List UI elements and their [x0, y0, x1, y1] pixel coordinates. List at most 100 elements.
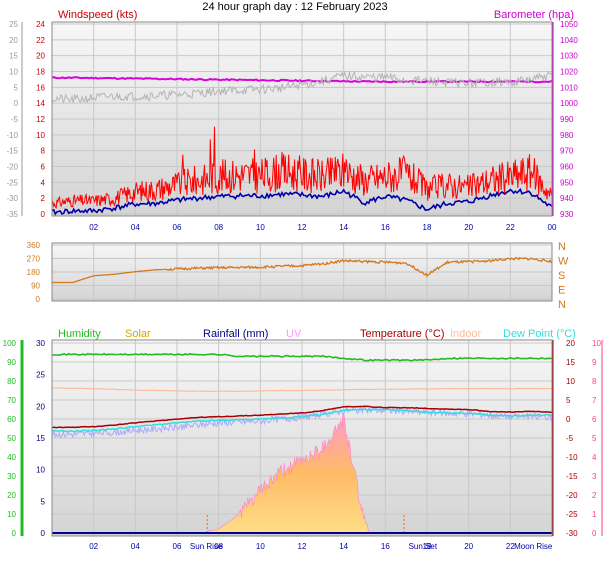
temp-time-label: 06 — [173, 542, 182, 551]
baro-tick-label: 960 — [560, 163, 574, 172]
legend-dew-point: Dew Point (°C) — [503, 328, 576, 340]
humidity-tick-label: 10 — [7, 510, 16, 519]
wind-grey-series — [51, 70, 553, 104]
wind-time-label: 22 — [506, 223, 515, 232]
rain-tick-label: 10 — [36, 466, 45, 475]
temp-time-label: 12 — [298, 542, 307, 551]
compass-label: W — [558, 256, 569, 268]
uv-tick-label: 0 — [592, 529, 597, 538]
uv-tick-label: 7 — [592, 396, 597, 405]
chart-marks: 2422201816141210864202520151050-5-10-15-… — [3, 20, 603, 551]
humidity-tick-label: 80 — [7, 377, 16, 386]
temperature-tick-label: 0 — [566, 415, 571, 424]
temp-time-label: 16 — [381, 542, 390, 551]
wind-outer-tick-label: -25 — [6, 178, 18, 187]
wind-outer-tick-label: 15 — [9, 52, 18, 61]
compass-label: E — [558, 285, 565, 297]
wind-outer-tick-label: 0 — [14, 99, 19, 108]
wind-time-label: 04 — [131, 223, 140, 232]
wind-tick-label: 4 — [41, 178, 46, 187]
rain-tick-label: 5 — [41, 497, 46, 506]
baro-tick-label: 980 — [560, 131, 574, 140]
uv-tick-label: 3 — [592, 472, 597, 481]
baro-tick-label: 1030 — [560, 52, 578, 61]
temperature-tick-label: -25 — [566, 510, 578, 519]
uv-tick-label: 6 — [592, 415, 597, 424]
temperature-tick-label: -30 — [566, 529, 578, 538]
rain-tick-label: 30 — [36, 339, 45, 348]
wind-outer-tick-label: -35 — [6, 210, 18, 219]
baro-tick-label: 930 — [560, 210, 574, 219]
wind-outer-tick-label: 10 — [9, 68, 18, 77]
wind-outer-tick-label: -20 — [6, 163, 18, 172]
uv-tick-label: 9 — [592, 358, 597, 367]
legend-uv: UV — [286, 328, 302, 340]
humidity-tick-label: 70 — [7, 396, 16, 405]
rain-tick-label: 0 — [41, 529, 46, 538]
wind-outer-tick-label: 5 — [14, 83, 19, 92]
direction-tick-label: 360 — [27, 241, 41, 250]
temperature-tick-label: 20 — [566, 339, 575, 348]
apparent-series — [51, 405, 553, 439]
wind-tick-label: 12 — [36, 115, 45, 124]
uv-tick-label: 10 — [592, 339, 601, 348]
wind-tick-label: 6 — [41, 163, 46, 172]
rain-tick-label: 25 — [36, 371, 45, 380]
legend-humidity: Humidity — [58, 328, 101, 340]
wind-outer-tick-label: 20 — [9, 36, 18, 45]
temp-time-label: 14 — [339, 542, 348, 551]
legend-rainfall: Rainfall (mm) — [203, 328, 268, 340]
temp-time-label: 18 — [423, 542, 432, 551]
temp-time-label: 02 — [89, 542, 98, 551]
legend-solar: Solar — [125, 328, 151, 340]
compass-label: S — [558, 270, 565, 282]
humidity-tick-label: 60 — [7, 415, 16, 424]
indoor-series — [52, 387, 553, 393]
wind-outer-tick-label: -30 — [6, 194, 18, 203]
wind-tick-label: 22 — [36, 36, 45, 45]
direction-tick-label: 180 — [27, 268, 41, 277]
humidity-tick-label: 20 — [7, 491, 16, 500]
uv-tick-label: 8 — [592, 377, 597, 386]
humidity-tick-label: 100 — [3, 339, 17, 348]
legend-temperature: Temperature (°C) — [360, 328, 444, 340]
direction-tick-label: 90 — [31, 282, 40, 291]
rain-tick-label: 20 — [36, 402, 45, 411]
baro-tick-label: 990 — [560, 115, 574, 124]
wind-time-label: 18 — [423, 223, 432, 232]
baro-tick-label: 1000 — [560, 99, 578, 108]
wind-time-label: 00 — [548, 223, 557, 232]
humidity-tick-label: 30 — [7, 472, 16, 481]
humidity-series — [52, 352, 552, 362]
direction-panel-frame — [51, 242, 553, 302]
dew-point-series — [52, 408, 553, 433]
compass-label: N — [558, 299, 566, 311]
wind-time-label: 16 — [381, 223, 390, 232]
wind-tick-label: 20 — [36, 52, 45, 61]
humidity-tick-label: 90 — [7, 358, 16, 367]
wind-gust-series — [51, 126, 553, 210]
baro-tick-label: 1020 — [560, 68, 578, 77]
temperature-tick-label: -10 — [566, 453, 578, 462]
temp-time-label: 08 — [214, 542, 223, 551]
baro-tick-label: 1040 — [560, 36, 578, 45]
sun-rise-label: Sun Rise — [190, 542, 223, 551]
windspeed-label: Windspeed (kts) — [58, 9, 137, 21]
direction-tick-label: 270 — [27, 255, 41, 264]
wind-time-label: 20 — [464, 223, 473, 232]
wind-tick-label: 24 — [36, 20, 45, 29]
uv-tick-label: 4 — [592, 453, 597, 462]
temperature-series — [51, 405, 552, 429]
uv-tick-label: 1 — [592, 510, 597, 519]
humidity-tick-label: 50 — [7, 434, 16, 443]
chart-title: 24 hour graph day : 12 February 2023 — [202, 1, 387, 13]
wind-tick-label: 10 — [36, 131, 45, 140]
wind-tick-label: 2 — [41, 194, 46, 203]
temperature-tick-label: -20 — [566, 491, 578, 500]
rain-tick-label: 15 — [36, 434, 45, 443]
wind-outer-tick-label: -15 — [6, 147, 18, 156]
humidity-tick-label: 0 — [12, 529, 17, 538]
temp-time-label: 22 — [506, 542, 515, 551]
uv-tick-label: 2 — [592, 491, 597, 500]
